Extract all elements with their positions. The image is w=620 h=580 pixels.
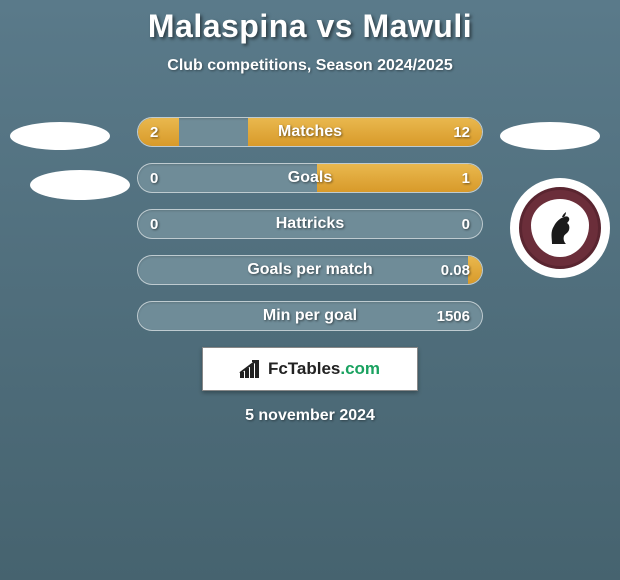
brand-main: FcTables [268,359,340,378]
stat-label: Goals [138,164,482,192]
stat-row: Goals per match 0.08 [137,255,483,285]
stat-value-right: 1506 [437,302,470,330]
logo-left-ellipse-1 [10,122,110,150]
stat-label: Matches [138,118,482,146]
stat-value-right: 1 [462,164,470,192]
stat-value-right: 0.08 [441,256,470,284]
arrow-icon [238,359,262,375]
stats-rows: 2 Matches 12 0 Goals 1 0 Hattricks 0 Goa… [137,117,483,331]
stat-label: Hattricks [138,210,482,238]
horse-icon [542,208,578,248]
stat-row: 0 Hattricks 0 [137,209,483,239]
badge-shield [531,199,589,257]
team-left-logo [10,122,110,202]
logo-left-ellipse-2 [30,170,130,200]
brand-suffix: .com [340,359,380,378]
stat-row: 0 Goals 1 [137,163,483,193]
badge-ring [519,187,601,269]
stat-row: Min per goal 1506 [137,301,483,331]
date-text: 5 november 2024 [0,407,620,425]
stat-value-right: 12 [453,118,470,146]
stat-row: 2 Matches 12 [137,117,483,147]
stat-label: Goals per match [138,256,482,284]
subtitle: Club competitions, Season 2024/2025 [0,57,620,75]
page-title: Malaspina vs Mawuli [0,8,620,45]
stat-label: Min per goal [138,302,482,330]
team-right-logo [500,122,610,262]
bars-icon [240,360,262,378]
brand-text: FcTables.com [268,359,380,379]
brand-box: FcTables.com [202,347,418,391]
stat-value-right: 0 [462,210,470,238]
logo-right-ellipse [500,122,600,150]
team-right-badge [510,178,610,278]
infographic-container: Malaspina vs Mawuli Club competitions, S… [0,0,620,425]
